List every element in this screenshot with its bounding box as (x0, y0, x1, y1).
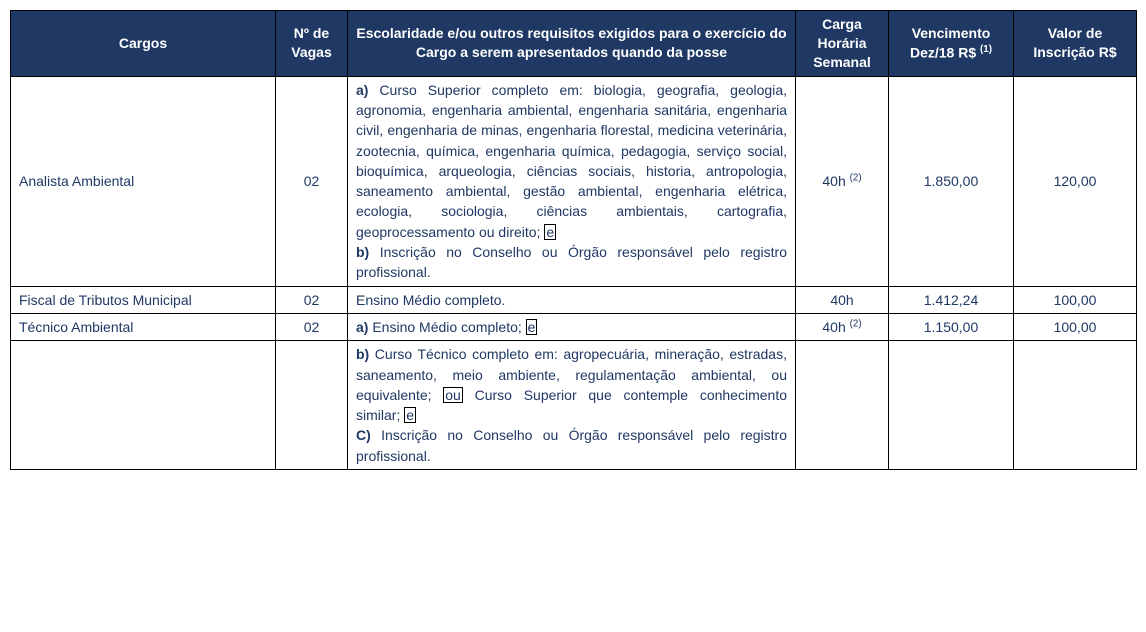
vagas-cell: 02 (276, 286, 348, 313)
carga-cell: 40h (2) (796, 313, 889, 340)
header-vagas: Nº de Vagas (276, 11, 348, 77)
vagas-cell: 02 (276, 313, 348, 340)
vencimento-cell: 1.850,00 (889, 76, 1014, 286)
valor-cell (1014, 341, 1137, 470)
req-cell: b) Curso Técnico completo em: agropecuár… (348, 341, 796, 470)
table-row: Fiscal de Tributos Municipal 02 Ensino M… (11, 286, 1137, 313)
table-row: Analista Ambiental 02 a) Curso Superior … (11, 76, 1137, 286)
valor-cell: 100,00 (1014, 286, 1137, 313)
valor-cell: 100,00 (1014, 313, 1137, 340)
header-vencimento: Vencimento Dez/18 R$ (1) (889, 11, 1014, 77)
cargo-cell: Fiscal de Tributos Municipal (11, 286, 276, 313)
vagas-cell (276, 341, 348, 470)
carga-cell: 40h (2) (796, 76, 889, 286)
header-valor: Valor de Inscrição R$ (1014, 11, 1137, 77)
cargos-table: Cargos Nº de Vagas Escolaridade e/ou out… (10, 10, 1137, 470)
header-row: Cargos Nº de Vagas Escolaridade e/ou out… (11, 11, 1137, 77)
req-cell: a) Ensino Médio completo; e (348, 313, 796, 340)
carga-cell (796, 341, 889, 470)
vagas-cell: 02 (276, 76, 348, 286)
cargo-cell: Técnico Ambiental (11, 313, 276, 340)
carga-cell: 40h (796, 286, 889, 313)
cargo-cell (11, 341, 276, 470)
vencimento-cell (889, 341, 1014, 470)
req-cell: Ensino Médio completo. (348, 286, 796, 313)
cargo-cell: Analista Ambiental (11, 76, 276, 286)
valor-cell: 120,00 (1014, 76, 1137, 286)
table-row: b) Curso Técnico completo em: agropecuár… (11, 341, 1137, 470)
vencimento-cell: 1.412,24 (889, 286, 1014, 313)
req-cell: a) Curso Superior completo em: biologia,… (348, 76, 796, 286)
header-carga: Carga Horária Semanal (796, 11, 889, 77)
table-row: Técnico Ambiental 02 a) Ensino Médio com… (11, 313, 1137, 340)
vencimento-cell: 1.150,00 (889, 313, 1014, 340)
header-cargos: Cargos (11, 11, 276, 77)
header-requisitos: Escolaridade e/ou outros requisitos exig… (348, 11, 796, 77)
